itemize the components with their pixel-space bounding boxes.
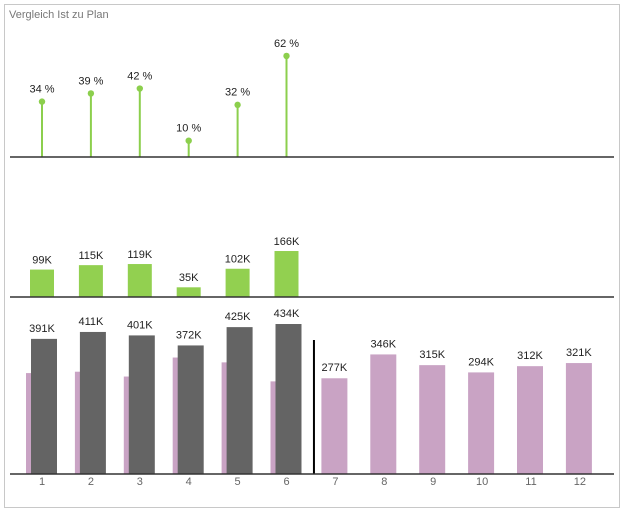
pin-head — [234, 101, 241, 109]
value-label: 34 % — [29, 83, 54, 95]
x-tick-label: 6 — [283, 476, 289, 488]
x-tick-label: 3 — [137, 476, 143, 488]
value-label: 277K — [322, 362, 348, 374]
plan-bar — [468, 372, 495, 474]
actual-bar — [128, 335, 155, 474]
plan-bar — [321, 378, 348, 474]
value-label: 35K — [179, 272, 199, 284]
pin-head — [38, 98, 46, 105]
value-label: 10 % — [176, 123, 201, 135]
bar — [127, 264, 152, 297]
bar — [176, 287, 201, 297]
value-label: 99K — [32, 254, 52, 266]
pin-head — [136, 85, 143, 92]
x-tick-label: 11 — [525, 476, 536, 488]
value-label: 372K — [176, 329, 202, 341]
value-label: 166K — [274, 236, 300, 248]
value-label: 102K — [225, 254, 251, 266]
x-tick-label: 7 — [332, 476, 338, 488]
plan-bar — [419, 365, 446, 474]
bar — [30, 269, 54, 297]
value-label: 411K — [78, 316, 104, 328]
bar — [225, 268, 250, 297]
x-tick-label: 8 — [381, 476, 387, 488]
value-label: 39 % — [78, 75, 103, 87]
value-label: 321K — [566, 347, 592, 359]
actual-bar — [226, 327, 253, 474]
actual-bar — [79, 331, 106, 474]
value-label: 315K — [419, 349, 445, 361]
x-tick-label: 4 — [186, 476, 192, 488]
value-label: 425K — [225, 311, 251, 323]
actual-bar — [177, 345, 204, 474]
x-tick-label: 2 — [88, 476, 94, 488]
value-label: 434K — [274, 308, 300, 320]
x-tick-label: 1 — [39, 476, 45, 488]
pin-head — [185, 137, 192, 144]
actual-bar — [31, 338, 57, 474]
value-label: 294K — [468, 356, 494, 368]
plan-bar — [370, 354, 397, 474]
x-tick-label: 5 — [235, 476, 241, 488]
value-label: 32 % — [225, 87, 250, 99]
value-label: 119K — [127, 249, 153, 261]
x-tick-label: 10 — [476, 476, 488, 488]
pin-head — [283, 52, 290, 60]
bar — [78, 265, 103, 297]
value-label: 42 % — [127, 70, 152, 82]
x-tick-label: 12 — [574, 476, 586, 488]
plan-bar — [565, 363, 592, 474]
chart-title: Vergleich Ist zu Plan — [9, 9, 109, 21]
value-label: 401K — [127, 319, 153, 331]
plan-bar — [517, 366, 543, 474]
value-label: 62 % — [274, 38, 299, 50]
value-label: 115K — [78, 250, 104, 262]
actual-bar — [275, 324, 302, 474]
x-tick-label: 9 — [430, 476, 436, 488]
value-label: 312K — [517, 350, 543, 362]
value-label: 346K — [370, 338, 396, 350]
value-label: 391K — [29, 323, 55, 335]
pin-head — [87, 90, 95, 97]
bar — [274, 251, 299, 297]
